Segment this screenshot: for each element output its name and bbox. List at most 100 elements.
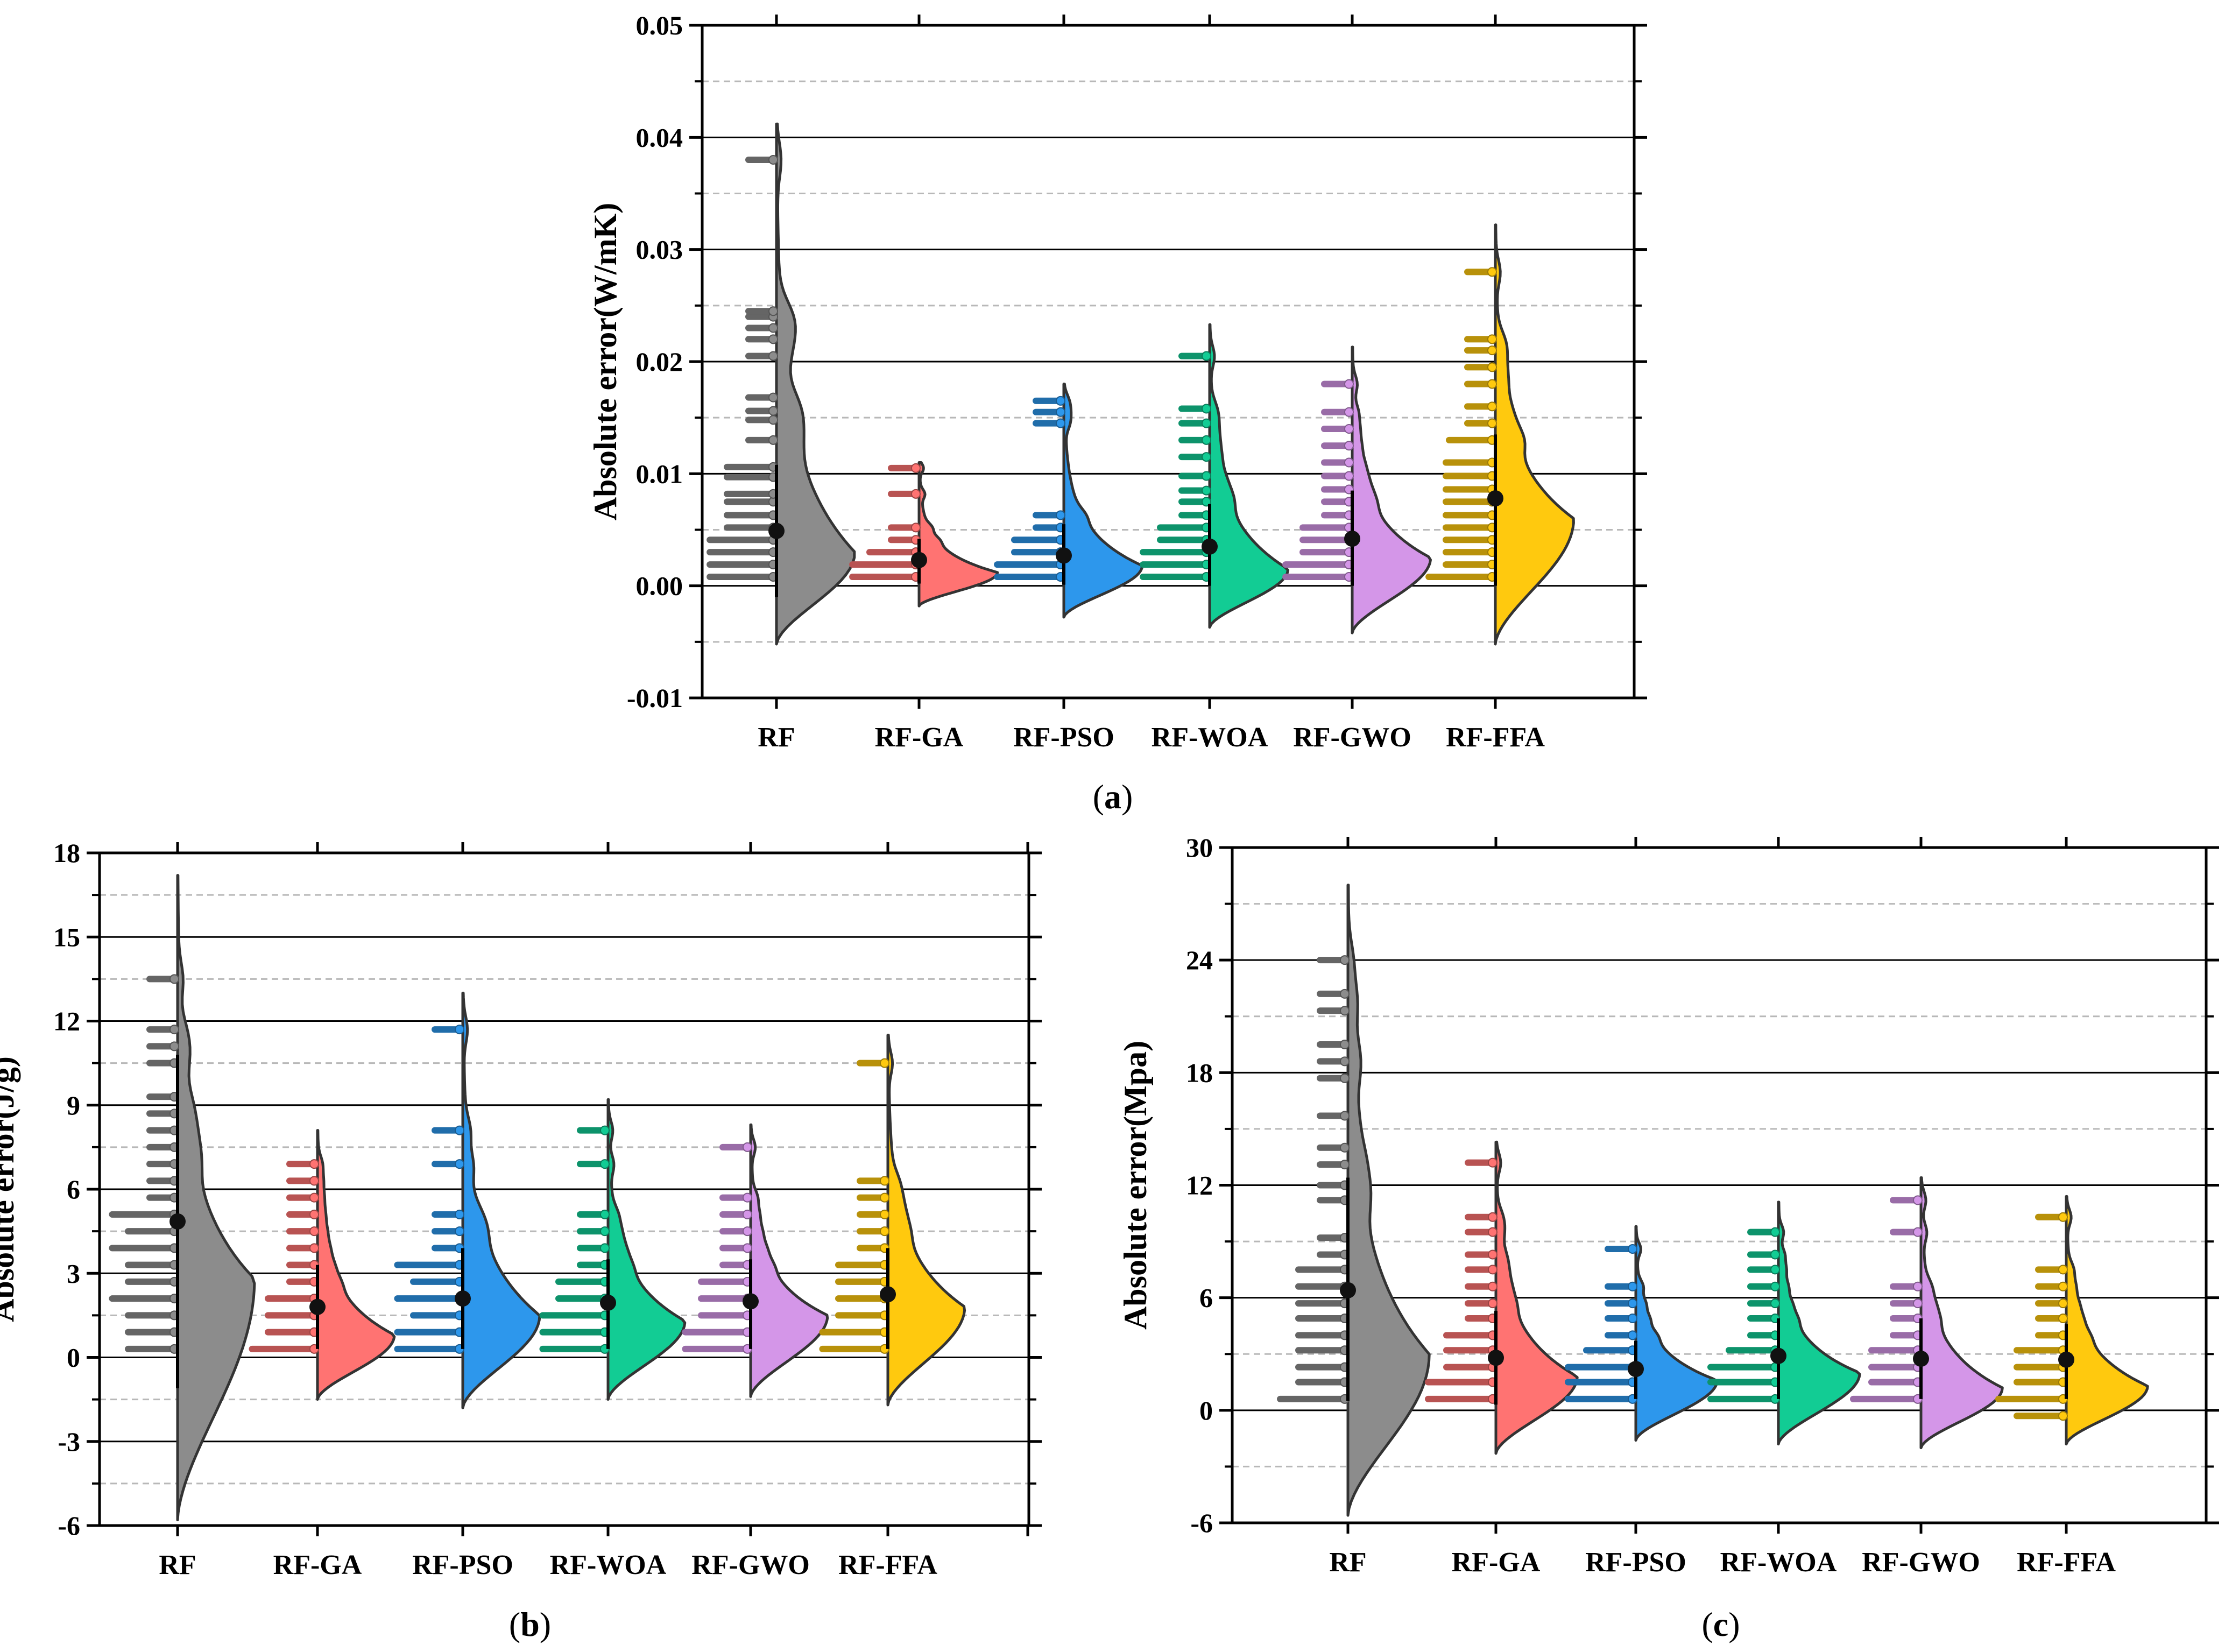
y-tick-label: 3 (67, 1258, 80, 1288)
panel-b: -6 -3 0 3 6 9 12 15 18 RF RF-GA RF-PSO RF-WOA RF-GWO R… (0, 838, 1042, 1643)
category-label: RF-GWO (691, 1550, 810, 1580)
data-point (1202, 485, 1211, 496)
category-label: RF-GWO (1862, 1547, 1980, 1578)
y-tick-label: -0.01 (627, 683, 683, 713)
mean-marker (1488, 1350, 1504, 1366)
y-tick-label: 30 (1186, 832, 1213, 863)
mean-marker (2058, 1351, 2074, 1368)
data-point (600, 1125, 610, 1135)
data-point (2058, 1314, 2068, 1324)
data-point (1770, 1265, 1780, 1275)
violin-group-rf-ga (1425, 1140, 1579, 1455)
data-point (1488, 1227, 1498, 1237)
category-label: RF-PSO (1013, 722, 1114, 753)
y-tick-label: 12 (53, 1006, 80, 1036)
data-point (1056, 510, 1065, 520)
category-label: RF-WOA (1152, 722, 1268, 753)
violin-rf (176, 874, 256, 1522)
violin-rf-gwo (1351, 345, 1432, 634)
violin-rf-ga (917, 461, 999, 608)
data-point (1487, 401, 1497, 412)
data-point (880, 1058, 889, 1068)
data-point (1340, 1056, 1350, 1067)
mean-marker (1913, 1350, 1929, 1367)
violin-group-rf-ga (249, 1129, 396, 1401)
violin-rf-woa (606, 1098, 687, 1401)
violin-rf-ga (1494, 1140, 1579, 1455)
violin-group-rf-pso (1565, 1225, 1719, 1442)
data-point (1202, 471, 1211, 481)
data-point (1488, 1265, 1498, 1275)
y-tick-label: 12 (1186, 1170, 1213, 1201)
data-point (2058, 1298, 2068, 1309)
mean-marker (455, 1290, 471, 1307)
panel-a: -0.01 0.00 0.01 0.02 0.03 0.04 0.05 RF RF-GA RF-P… (588, 10, 1647, 816)
violin-rf-woa (1208, 323, 1290, 629)
data-point (309, 1209, 319, 1219)
violin-group-rf-gwo (1850, 1176, 2004, 1450)
data-point (880, 1226, 889, 1237)
violin-rf-pso (1634, 1225, 1719, 1442)
data-point (1340, 955, 1350, 965)
data-point (1628, 1281, 1637, 1291)
data-point (1340, 989, 1350, 999)
mean-marker (880, 1286, 896, 1303)
data-point (768, 415, 778, 425)
y-tick-label: 0.05 (636, 10, 683, 40)
mean-marker (1628, 1361, 1644, 1378)
data-point (1340, 1142, 1350, 1153)
violin-rf-gwo (749, 1123, 829, 1398)
data-point (1913, 1298, 1923, 1309)
data-point (1344, 424, 1354, 434)
y-tick-label: 15 (53, 922, 80, 952)
data-point (2058, 1411, 2068, 1421)
data-point (1340, 1006, 1350, 1016)
violin-rf-pso (461, 991, 541, 1409)
violin-group-rf-woa (539, 1098, 687, 1401)
data-point (1487, 379, 1497, 389)
category-label: RF (758, 722, 795, 753)
category-label: RF-PSO (412, 1550, 513, 1580)
data-point (169, 1041, 179, 1051)
data-point (1344, 441, 1354, 451)
data-point (768, 392, 778, 403)
data-point (169, 974, 179, 984)
data-point (1202, 351, 1211, 361)
data-point (911, 463, 921, 473)
category-label: RF-GA (273, 1550, 362, 1580)
category-label: RF-FFA (1446, 722, 1545, 753)
data-point (309, 1226, 319, 1237)
data-point (1056, 418, 1065, 428)
data-point (1344, 457, 1354, 468)
data-point (1913, 1281, 1923, 1291)
data-point (455, 1226, 464, 1237)
data-point (1202, 418, 1211, 428)
data-point (2058, 1281, 2068, 1291)
data-point (1628, 1314, 1637, 1324)
violin-rf-woa (1777, 1201, 1861, 1446)
category-label: RF-WOA (1720, 1547, 1837, 1578)
y-tick-label: 0.01 (636, 458, 683, 489)
category-label: RF-PSO (1585, 1547, 1686, 1578)
mean-marker (1202, 538, 1218, 555)
category-label: RF (1329, 1547, 1366, 1578)
data-point (1202, 404, 1211, 414)
violin-group-rf-gwo (682, 1123, 829, 1398)
y-tick-label: 0.00 (636, 571, 683, 601)
y-axis-label: Absolute error(W/mK) (588, 203, 623, 520)
category-label: RF (159, 1550, 196, 1580)
data-point (743, 1243, 752, 1253)
mean-marker (768, 523, 785, 539)
data-point (1770, 1298, 1780, 1309)
data-point (1340, 1111, 1350, 1121)
data-point (600, 1243, 610, 1253)
violin-group-rf (109, 874, 256, 1522)
data-point (1202, 435, 1211, 445)
panel-c: -6 0 6 12 18 24 30 RF RF-GA RF-PSO RF-WOA RF-GWO RF-… (1118, 832, 2219, 1643)
data-point (743, 1192, 752, 1203)
data-point (1056, 396, 1065, 406)
violin-rf-pso (1062, 383, 1143, 619)
data-point (743, 1226, 752, 1237)
data-point (600, 1159, 610, 1169)
